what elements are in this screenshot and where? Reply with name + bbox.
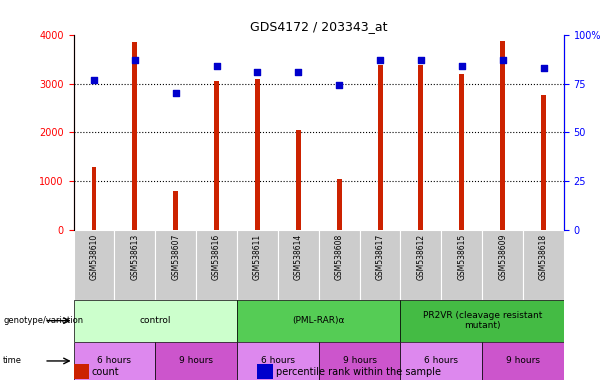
Bar bbox=[237, 342, 319, 380]
Text: PR2VR (cleavage resistant
mutant): PR2VR (cleavage resistant mutant) bbox=[422, 311, 542, 330]
Bar bbox=[400, 342, 482, 380]
Bar bbox=[155, 342, 237, 380]
Bar bbox=[500, 41, 505, 230]
Bar bbox=[482, 342, 564, 380]
Title: GDS4172 / 203343_at: GDS4172 / 203343_at bbox=[250, 20, 387, 33]
Point bbox=[253, 69, 262, 75]
Text: count: count bbox=[92, 367, 120, 377]
Text: percentile rank within the sample: percentile rank within the sample bbox=[276, 367, 441, 377]
Bar bbox=[459, 74, 464, 230]
Point bbox=[334, 83, 344, 89]
Bar bbox=[74, 230, 115, 300]
Bar bbox=[441, 230, 482, 300]
Bar bbox=[173, 191, 178, 230]
Point bbox=[89, 76, 99, 83]
Bar bbox=[278, 230, 319, 300]
Bar bbox=[132, 42, 137, 230]
Point bbox=[294, 69, 303, 75]
Point bbox=[130, 57, 140, 63]
Bar bbox=[337, 179, 341, 230]
Bar bbox=[74, 300, 237, 342]
Bar bbox=[482, 230, 523, 300]
Bar bbox=[296, 129, 301, 230]
Text: GSM538612: GSM538612 bbox=[416, 234, 425, 280]
Bar bbox=[237, 300, 400, 342]
Bar bbox=[319, 342, 400, 380]
Bar bbox=[360, 230, 400, 300]
Text: GSM538618: GSM538618 bbox=[539, 234, 548, 280]
Point bbox=[416, 57, 426, 63]
Bar bbox=[419, 65, 424, 230]
Bar bbox=[155, 230, 196, 300]
Bar bbox=[91, 167, 96, 230]
Bar bbox=[541, 95, 546, 230]
Text: GSM538617: GSM538617 bbox=[376, 234, 384, 280]
Point bbox=[457, 63, 466, 69]
Point bbox=[539, 65, 549, 71]
Point bbox=[375, 57, 385, 63]
Text: 6 hours: 6 hours bbox=[424, 356, 459, 366]
Bar bbox=[214, 81, 219, 230]
Text: GSM538607: GSM538607 bbox=[171, 234, 180, 280]
Text: GSM538614: GSM538614 bbox=[294, 234, 303, 280]
Text: control: control bbox=[140, 316, 171, 325]
Text: GSM538613: GSM538613 bbox=[131, 234, 139, 280]
Text: 6 hours: 6 hours bbox=[261, 356, 295, 366]
Text: GSM538611: GSM538611 bbox=[253, 234, 262, 280]
Bar bbox=[74, 342, 155, 380]
Point bbox=[498, 57, 508, 63]
Text: 9 hours: 9 hours bbox=[343, 356, 376, 366]
Text: GSM538609: GSM538609 bbox=[498, 234, 507, 280]
Point bbox=[171, 90, 181, 96]
Text: GSM538610: GSM538610 bbox=[89, 234, 99, 280]
Text: GSM538615: GSM538615 bbox=[457, 234, 466, 280]
Text: 9 hours: 9 hours bbox=[506, 356, 540, 366]
Text: 9 hours: 9 hours bbox=[179, 356, 213, 366]
Bar bbox=[115, 230, 155, 300]
Text: GSM538608: GSM538608 bbox=[335, 234, 344, 280]
Point bbox=[211, 63, 221, 69]
Bar bbox=[378, 65, 383, 230]
Bar bbox=[255, 79, 260, 230]
Bar bbox=[319, 230, 360, 300]
Text: time: time bbox=[3, 356, 22, 366]
Text: GSM538616: GSM538616 bbox=[212, 234, 221, 280]
Text: 6 hours: 6 hours bbox=[97, 356, 131, 366]
Bar bbox=[237, 230, 278, 300]
Text: genotype/variation: genotype/variation bbox=[3, 316, 83, 325]
Bar bbox=[400, 300, 564, 342]
Bar bbox=[523, 230, 564, 300]
Bar bbox=[196, 230, 237, 300]
Bar bbox=[400, 230, 441, 300]
Text: (PML-RAR)α: (PML-RAR)α bbox=[292, 316, 345, 325]
